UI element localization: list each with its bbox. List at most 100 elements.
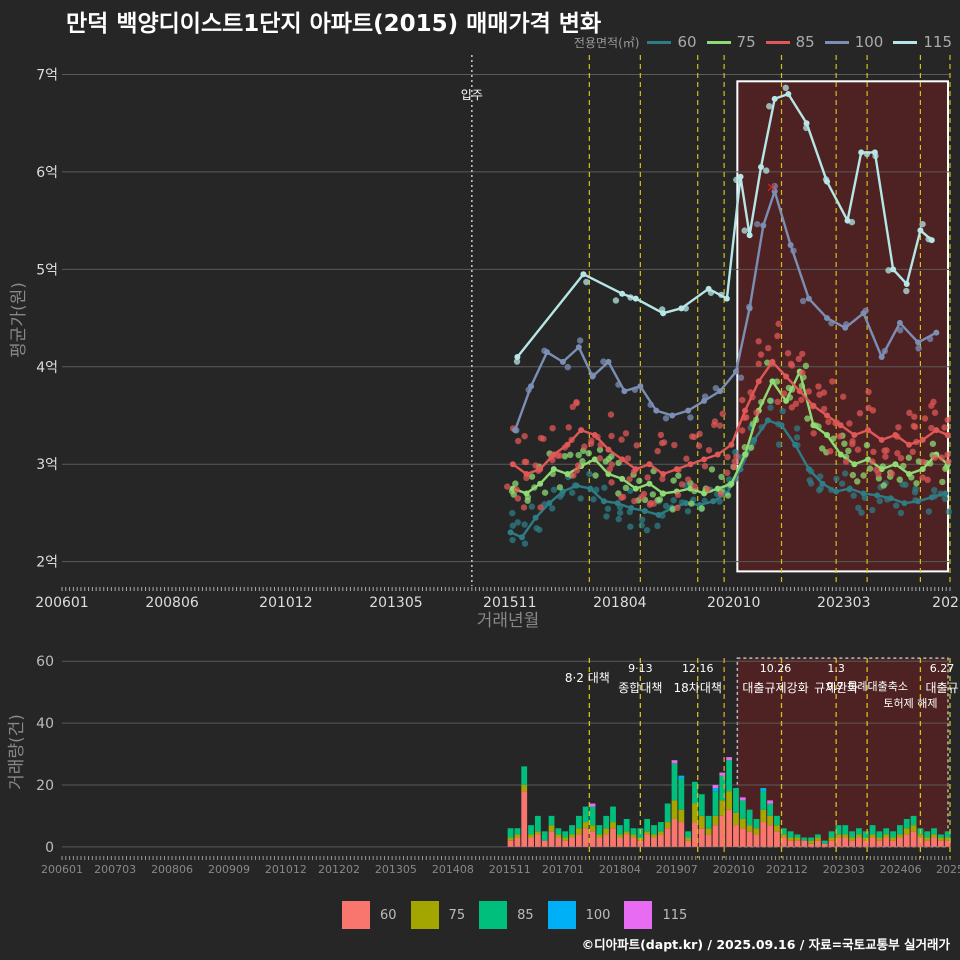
series-point-60 [874,492,881,499]
series-point-115 [917,227,924,234]
volume-bar-60 [944,840,951,847]
scatter-point-60 [838,480,846,487]
series-point-85 [919,436,926,443]
volume-bar-85 [610,806,616,823]
series-point-100 [669,412,676,419]
series-point-85 [837,422,844,429]
volume-bar-85 [528,825,534,835]
series-point-100 [915,339,922,346]
volume-bar-85 [774,815,780,826]
volume-bar-60 [705,834,712,847]
scatter-point-85 [820,405,828,413]
volume-bar-85 [808,837,815,841]
volume-bar-115 [719,772,726,776]
volume-bar-75 [733,812,739,826]
volume-bar-60 [692,822,698,847]
volume-bar-75 [876,837,883,841]
scatter-point-85 [799,350,806,358]
volume-bar-85 [944,831,951,838]
policy-date-label: 12·16 [682,662,714,675]
volume-bar-75 [910,825,917,832]
series-point-100 [589,373,596,380]
scatter-point-60 [603,513,610,520]
scatter-point-85 [514,495,522,502]
legend-label: 115 [923,33,952,51]
scatter-point-85 [865,404,872,412]
volume-bar-75 [692,803,698,823]
volume-bar-60 [671,818,678,847]
scatter-point-75 [649,491,657,498]
legend-item-85: 85 [765,33,815,51]
scatter-point-85 [575,462,582,469]
volume-bar-115 [767,800,774,804]
volume-bar-60 [664,828,671,847]
volume-bar-85 [801,837,808,841]
scatter-point-60 [509,522,517,529]
scatter-point-115 [513,358,521,365]
scatter-point-85 [897,454,905,462]
scatter-point-75 [622,484,630,492]
legend-label: 100 [585,907,611,923]
series-point-75 [742,451,749,458]
volume-bar-75 [828,837,835,841]
legend-swatch [547,901,576,929]
volume-bar-60 [575,834,582,847]
x-tick-label: 201804 [593,595,647,611]
series-point-60 [792,441,799,448]
scatter-point-100 [662,415,670,422]
volume-bar-85 [726,760,733,792]
scatter-point-75 [592,472,599,479]
volume-bar-75 [685,837,692,841]
series-point-75 [769,378,776,385]
series-point-75 [632,485,639,492]
volume-legend-item-75: 75 [410,901,465,929]
scatter-point-85 [924,476,931,484]
volume-bar-75 [603,828,610,835]
volume-bar-85 [767,803,774,816]
series-point-115 [871,149,878,156]
volume-x-tick-label: 201202 [318,863,360,876]
volume-bar-85 [589,806,596,826]
volume-bar-75 [644,831,651,835]
scatter-point-85 [827,448,834,455]
volume-bar-75 [589,825,596,832]
volume-bar-85 [883,828,890,835]
series-point-100 [512,427,519,434]
volume-bar-60 [828,840,835,847]
volume-bar-60 [733,825,739,847]
volume-bar-85 [596,825,603,835]
scatter-point-60 [604,505,612,512]
series-point-60 [710,498,717,505]
volume-bar-60 [651,837,657,847]
series-point-85 [728,441,735,448]
volume-bar-60 [937,840,944,847]
scatter-point-85 [607,411,615,418]
series-point-60 [833,488,840,495]
series-point-75 [892,461,899,468]
scatter-point-85 [839,393,847,400]
scatter-point-85 [829,378,836,385]
highlight-marker: × [766,181,777,196]
volume-bar-75 [808,840,815,844]
scatter-point-60 [509,509,516,517]
scatter-point-75 [854,478,861,485]
series-point-85 [892,431,899,438]
scatter-point-85 [540,435,547,442]
scatter-point-85 [795,355,803,363]
scatter-point-85 [931,409,939,416]
volume-bar-85 [876,831,883,838]
volume-x-tick-label: 2025 [936,863,960,876]
scatter-point-85 [504,483,511,490]
scatter-point-60 [638,516,646,523]
series-point-100 [621,388,628,395]
scatter-point-60 [902,481,909,488]
policy-name-label: 대출규제강화 [742,681,808,695]
volume-bar-75 [815,837,821,841]
x-tick-label: 202303 [817,595,870,611]
series-point-85 [632,466,639,473]
price-chart: 2억 3억 4억 5억 6억 7억 200601 200806 201012 201305 2015… [9,55,960,631]
scatter-point-85 [618,436,625,443]
volume-x-tick-label: 200601 [41,863,83,876]
legend-swatch [706,40,731,44]
scatter-point-85 [856,410,864,417]
